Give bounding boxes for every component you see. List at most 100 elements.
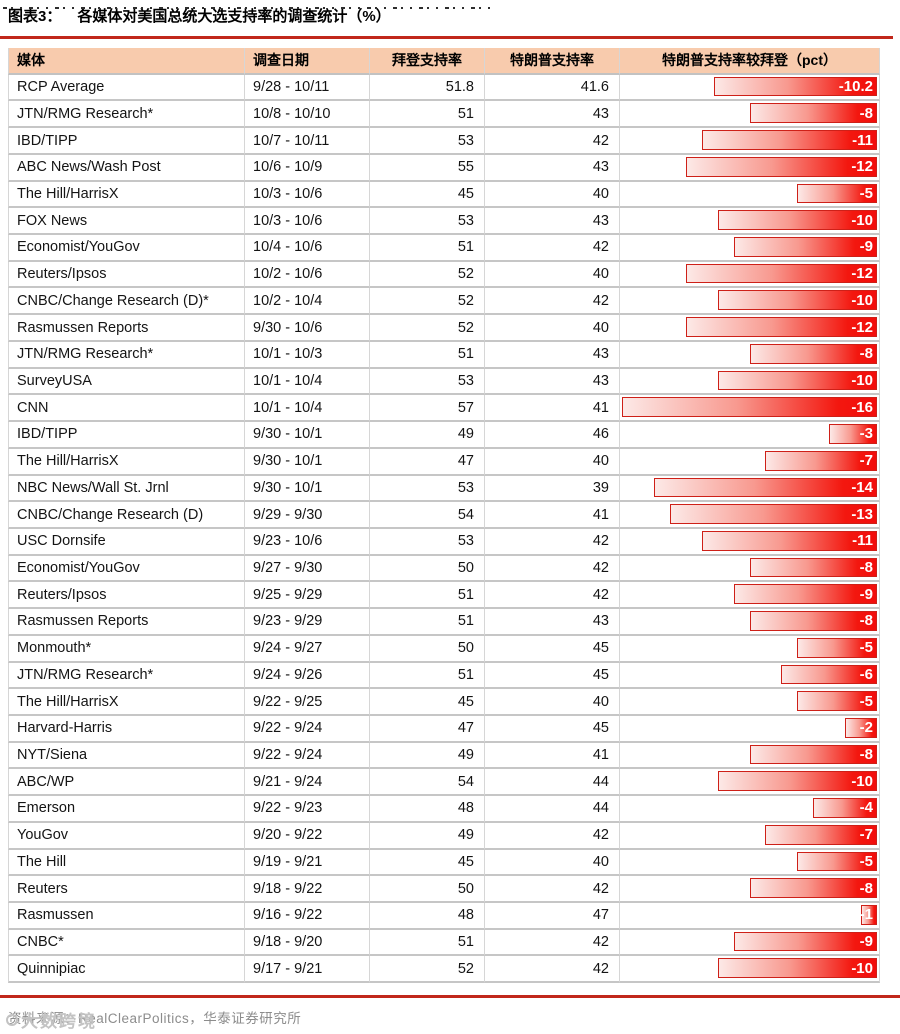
diff-bar: -10 — [717, 210, 877, 231]
poll-table: 媒体 调查日期 拜登支持率 特朗普支持率 特朗普支持率较拜登（pct） RCP … — [8, 48, 880, 984]
diff-bar: -16 — [622, 397, 877, 418]
biden-value-cell: 51 — [370, 929, 485, 957]
diff-bar-cell: -8 — [620, 555, 880, 583]
media-cell: The Hill/HarrisX — [8, 181, 245, 209]
diff-bar: -10 — [717, 290, 877, 311]
diff-value-label: -8 — [859, 104, 873, 122]
biden-value-cell: 50 — [370, 555, 485, 583]
diff-value-label: -2 — [859, 719, 873, 737]
media-cell: Emerson — [8, 796, 245, 823]
trump-value-cell: 42 — [485, 528, 620, 556]
trump-value-cell: 41 — [485, 502, 620, 529]
date-cell: 10/2 - 10/6 — [245, 261, 370, 289]
diff-bar: -12 — [685, 263, 877, 284]
biden-value-cell: 53 — [370, 128, 485, 155]
media-cell: Reuters/Ipsos — [8, 582, 245, 610]
biden-value-cell: 54 — [370, 502, 485, 529]
diff-bar-cell: -5 — [620, 635, 880, 663]
media-cell: ABC/WP — [8, 769, 245, 797]
figure-title-text: 各媒体对美国总统大选支持率的调查统计（%） — [77, 8, 391, 25]
header-date: 调查日期 — [245, 48, 370, 75]
diff-bar-cell: -12 — [620, 154, 880, 182]
media-cell: JTN/RMG Research* — [8, 662, 245, 690]
header-biden: 拜登支持率 — [370, 48, 485, 75]
biden-value-cell: 51.8 — [370, 74, 485, 102]
biden-value-cell: 51 — [370, 101, 485, 129]
date-cell: 9/17 - 9/21 — [245, 956, 370, 984]
diff-bar-cell: -7 — [620, 448, 880, 476]
diff-bar-cell: -14 — [620, 475, 880, 503]
diff-bar: -4 — [813, 798, 877, 818]
diff-value-label: -11 — [852, 532, 873, 550]
media-cell: USC Dornsife — [8, 528, 245, 556]
media-cell: Reuters/Ipsos — [8, 261, 245, 289]
media-cell: NBC News/Wall St. Jrnl — [8, 475, 245, 503]
media-cell: Harvard-Harris — [8, 715, 245, 743]
diff-bar: -12 — [685, 317, 877, 337]
diff-value-label: -10 — [851, 959, 873, 977]
diff-bar-cell: -12 — [620, 261, 880, 289]
diff-bar: -7 — [765, 450, 877, 471]
date-cell: 10/7 - 10/11 — [245, 128, 370, 155]
date-cell: 10/2 - 10/4 — [245, 288, 370, 316]
diff-value-label: -7 — [859, 826, 873, 844]
diff-bar: -5 — [797, 691, 877, 711]
diff-bar: -12 — [685, 156, 877, 177]
trump-value-cell: 43 — [485, 368, 620, 396]
diff-bar: -13 — [669, 504, 877, 524]
trump-value-cell: 41.6 — [485, 74, 620, 102]
media-cell: CNN — [8, 395, 245, 423]
diff-value-label: -10 — [851, 211, 873, 229]
media-cell: ABC News/Wash Post — [8, 154, 245, 182]
diff-value-label: -8 — [859, 879, 873, 897]
diff-value-label: -9 — [859, 585, 873, 603]
biden-value-cell: 52 — [370, 315, 485, 342]
diff-bar-cell: -8 — [620, 742, 880, 770]
date-cell: 9/23 - 10/6 — [245, 528, 370, 556]
diff-value-label: -13 — [851, 505, 873, 523]
date-cell: 9/18 - 9/20 — [245, 929, 370, 957]
diff-bar-cell: -2 — [620, 715, 880, 743]
date-cell: 10/6 - 10/9 — [245, 154, 370, 182]
diff-bar-cell: -5 — [620, 181, 880, 209]
trump-value-cell: 39 — [485, 475, 620, 503]
biden-value-cell: 51 — [370, 582, 485, 610]
biden-value-cell: 51 — [370, 235, 485, 262]
diff-bar: -2 — [845, 717, 877, 738]
diff-bar-cell: -9 — [620, 929, 880, 957]
biden-value-cell: 49 — [370, 822, 485, 850]
media-cell: CNBC* — [8, 929, 245, 957]
diff-value-label: -4 — [859, 799, 873, 817]
diff-bar: -11 — [701, 530, 877, 551]
figure-title: 图表3： 各媒体对美国总统大选支持率的调查统计（%） — [8, 7, 900, 27]
diff-bar-cell: -13 — [620, 502, 880, 529]
biden-value-cell: 45 — [370, 689, 485, 716]
diff-value-label: -10.2 — [838, 78, 873, 96]
diff-bar: -3 — [829, 424, 877, 444]
biden-value-cell: 51 — [370, 662, 485, 690]
media-cell: SurveyUSA — [8, 368, 245, 396]
date-cell: 9/22 - 9/25 — [245, 689, 370, 716]
diff-bar: -1 — [860, 905, 877, 925]
date-cell: 9/30 - 10/1 — [245, 475, 370, 503]
diff-bar: -10.2 — [714, 76, 877, 97]
date-cell: 9/18 - 9/22 — [245, 876, 370, 903]
header-media: 媒体 — [8, 48, 245, 75]
trump-value-cell: 44 — [485, 769, 620, 797]
trump-value-cell: 43 — [485, 101, 620, 129]
diff-bar: -10 — [717, 771, 877, 792]
biden-value-cell: 50 — [370, 876, 485, 903]
trump-value-cell: 42 — [485, 235, 620, 262]
diff-bar-cell: -10 — [620, 288, 880, 316]
diff-value-label: -3 — [859, 425, 873, 443]
trump-value-cell: 43 — [485, 609, 620, 636]
biden-value-cell: 45 — [370, 181, 485, 209]
diff-bar-cell: -8 — [620, 609, 880, 636]
source-note: 资料来源：RealClearPolitics，华泰证券研究所 — [8, 1011, 302, 1027]
figure-number-label: 图表3： — [8, 8, 62, 25]
biden-value-cell: 51 — [370, 341, 485, 369]
diff-bar: -8 — [749, 557, 877, 578]
date-cell: 9/28 - 10/11 — [245, 74, 370, 102]
diff-bar-cell: -16 — [620, 395, 880, 423]
trump-value-cell: 44 — [485, 796, 620, 823]
